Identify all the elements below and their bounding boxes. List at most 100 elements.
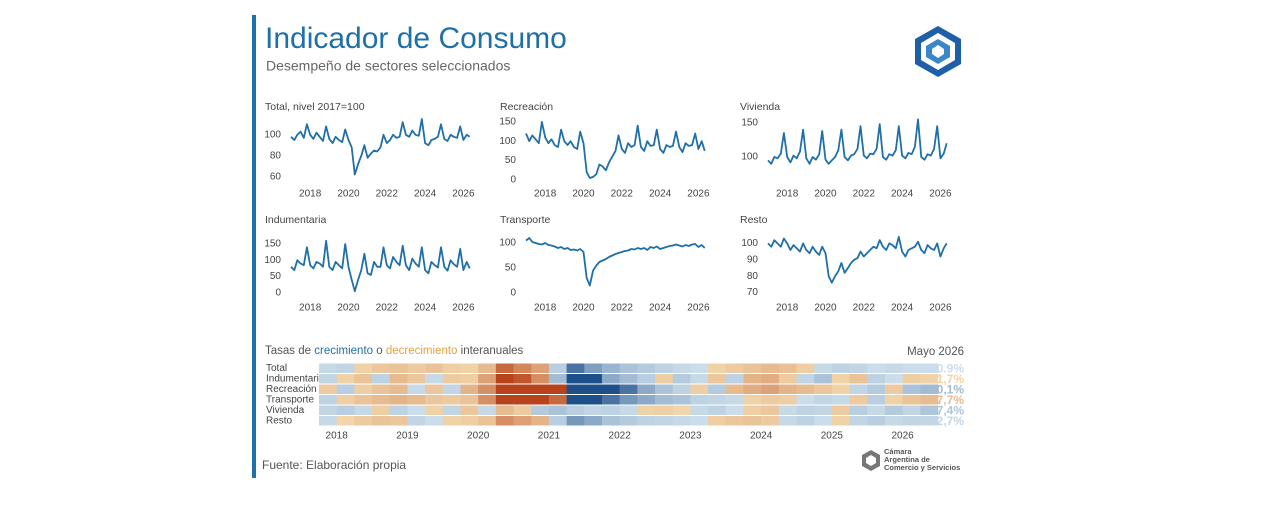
x-tick-label: 2026 <box>929 303 952 314</box>
heat-cell <box>867 384 886 394</box>
heat-cell <box>460 405 479 415</box>
y-tick-label: 100 <box>264 255 281 266</box>
heat-cell <box>831 384 850 394</box>
heat-cell <box>601 395 620 405</box>
y-tick-label: 50 <box>270 271 282 282</box>
value-label: 10,1% <box>930 382 964 396</box>
heat-cell <box>513 384 532 394</box>
heat-cell <box>319 384 337 394</box>
heat-cell <box>849 405 868 415</box>
heat-cell <box>902 416 921 426</box>
heat-cell <box>513 363 532 373</box>
heat-cell <box>637 395 656 405</box>
heat-cell <box>814 363 833 373</box>
heat-cell <box>761 416 780 426</box>
y-tick-label: 60 <box>270 171 282 182</box>
x-tick-label: 2020 <box>337 303 360 314</box>
heat-cell <box>336 405 355 415</box>
x-tick-label: 2018 <box>299 189 322 200</box>
heat-cell <box>708 384 727 394</box>
heat-cell <box>655 363 674 373</box>
heat-cell <box>460 395 479 405</box>
heat-cell <box>478 363 497 373</box>
heat-cell <box>478 405 497 415</box>
page-subtitle: Desempeño de sectores seleccionados <box>266 58 510 74</box>
heat-cell <box>708 395 727 405</box>
heat-cell <box>884 384 903 394</box>
heat-cell <box>920 374 939 384</box>
heat-cell <box>407 395 426 405</box>
heat-cell <box>495 363 514 373</box>
y-tick-label: 50 <box>505 263 517 274</box>
heat-cell <box>389 384 408 394</box>
y-tick-label: 70 <box>747 287 759 298</box>
heat-cell <box>831 395 850 405</box>
series-line <box>290 118 471 176</box>
org-name: Cámara <box>884 447 912 456</box>
heat-cell <box>814 395 833 405</box>
x-tick-label: 2024 <box>649 189 672 200</box>
heat-cell <box>319 416 337 426</box>
heat-cell <box>690 416 709 426</box>
heat-cell <box>708 405 727 415</box>
heat-cell <box>601 384 620 394</box>
heat-cell <box>372 395 391 405</box>
heat-cell <box>372 374 391 384</box>
heat-cell <box>778 395 797 405</box>
heat-cell <box>584 374 603 384</box>
value-label: 7,4% <box>937 403 965 417</box>
heat-cell <box>761 374 780 384</box>
x-tick-label: 2024 <box>414 189 437 200</box>
heat-cell <box>831 363 850 373</box>
heat-cell <box>884 374 903 384</box>
y-tick-label: 0 <box>510 288 516 299</box>
heat-cell <box>584 416 603 426</box>
heat-cell <box>884 395 903 405</box>
x-tick-label: 2020 <box>337 189 360 200</box>
x-tick-label: 2024 <box>891 189 914 200</box>
x-tick-label: 2024 <box>649 303 672 314</box>
org-logo <box>862 450 880 471</box>
y-tick-label: 100 <box>264 129 281 140</box>
heat-cell <box>442 395 461 405</box>
heat-cell <box>725 374 744 384</box>
heat-cell <box>708 416 727 426</box>
heat-cell <box>319 405 337 415</box>
x-tick-label: 2018 <box>326 431 349 442</box>
x-tick-label: 2020 <box>467 431 490 442</box>
heat-cell <box>690 363 709 373</box>
heat-cell <box>867 363 886 373</box>
heat-cell <box>319 374 337 384</box>
x-tick-label: 2022 <box>853 189 876 200</box>
heat-cell <box>778 384 797 394</box>
heat-cell <box>637 384 656 394</box>
heat-cell <box>796 363 815 373</box>
heat-cell <box>619 395 638 405</box>
panel-title: Indumentaria <box>265 214 326 226</box>
heat-cell <box>743 374 762 384</box>
x-tick-label: 2023 <box>679 431 702 442</box>
heat-cell <box>336 395 355 405</box>
heat-cell <box>354 374 373 384</box>
heat-cell <box>920 363 939 373</box>
heat-cell <box>619 374 638 384</box>
heat-cell <box>442 384 461 394</box>
heat-cell <box>601 405 620 415</box>
heat-cell <box>849 395 868 405</box>
heatmap-title: Tasas de crecimiento o decrecimiento int… <box>265 345 524 357</box>
heat-cell <box>319 395 337 405</box>
row-label: Total <box>266 363 287 374</box>
heat-cell <box>425 363 444 373</box>
heat-cell <box>637 374 656 384</box>
heatmap-period: Mayo 2026 <box>907 346 964 358</box>
y-tick-label: 100 <box>741 152 758 163</box>
y-tick-label: 150 <box>499 117 516 128</box>
heat-cell <box>548 416 567 426</box>
value-label: 2,7% <box>937 414 965 428</box>
heat-cell <box>336 416 355 426</box>
heat-cell <box>584 395 603 405</box>
x-tick-label: 2024 <box>414 303 437 314</box>
panel-title: Total, nivel 2017=100 <box>265 101 365 113</box>
org-name: Argentina de <box>884 455 930 464</box>
heat-cell <box>372 363 391 373</box>
